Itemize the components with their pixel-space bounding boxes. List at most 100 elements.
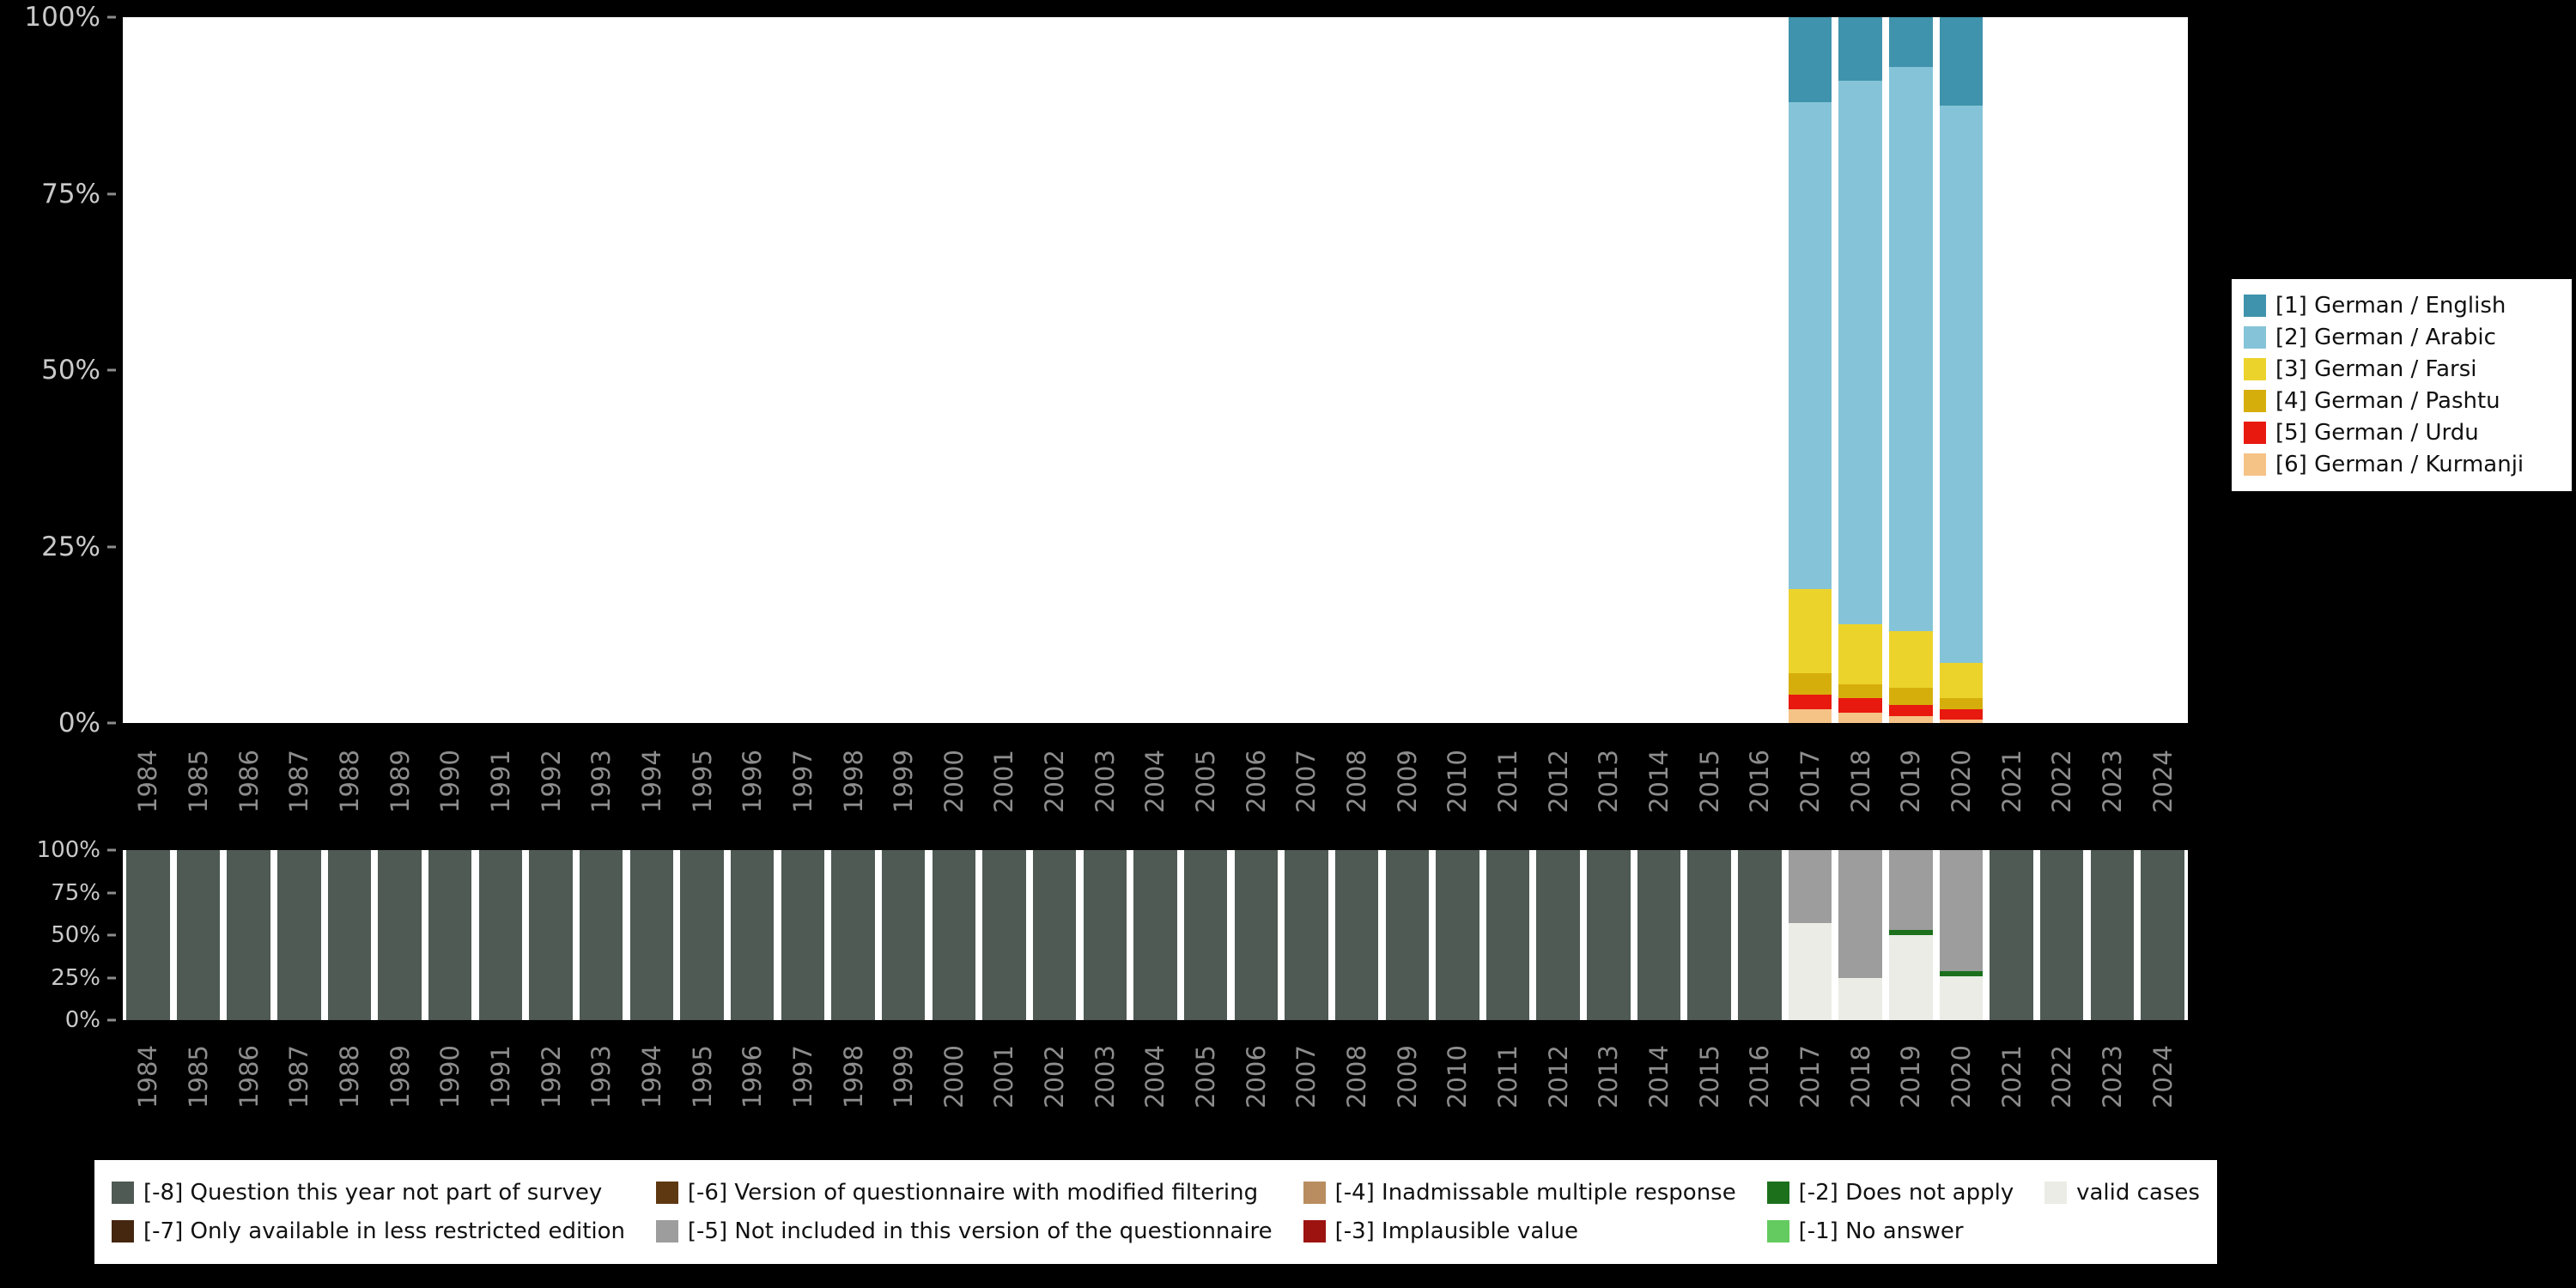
x-tick-label: 2010 <box>1443 1045 1473 1109</box>
bar-segment <box>1587 850 1631 1020</box>
x-tick-label: 1992 <box>536 1045 566 1109</box>
legend-column: [-6] Version of questionnaire with modif… <box>655 1174 1273 1250</box>
x-tick-label: 2007 <box>1291 1045 1321 1109</box>
year-slot-2001 <box>979 17 1030 723</box>
year-slot-1988 <box>325 17 375 723</box>
y-tick-mark <box>107 192 116 195</box>
legend-label: [-1] No answer <box>1798 1218 1964 1244</box>
bar-segment <box>1939 708 1984 720</box>
bar-segment <box>176 850 221 1020</box>
stacked-bar-2002 <box>1032 850 1077 1020</box>
legend-swatch <box>1766 1182 1789 1204</box>
stacked-bar-2015 <box>1687 17 1730 723</box>
y-tick-label: 50% <box>41 355 100 386</box>
stacked-bar-1999 <box>882 17 925 723</box>
stacked-bar-2024 <box>2141 17 2184 723</box>
x-tick-2004: 2004 <box>1130 732 1181 831</box>
x-tick-2022: 2022 <box>2037 1027 2087 1127</box>
year-slot-2012 <box>1533 17 1583 723</box>
x-tick-label: 2012 <box>1543 750 1573 813</box>
bar-segment <box>1889 631 1933 688</box>
x-tick-1986: 1986 <box>223 1027 274 1127</box>
x-tick-label: 2017 <box>1795 750 1825 813</box>
stacked-bar-1993 <box>580 17 623 723</box>
stacked-bar-1988 <box>327 850 372 1020</box>
stacked-bar-1990 <box>428 17 471 723</box>
stacked-bar-1994 <box>630 17 673 723</box>
x-tick-1987: 1987 <box>274 732 325 831</box>
x-tick-label: 2000 <box>939 1045 969 1109</box>
x-tick-1993: 1993 <box>576 1027 627 1127</box>
year-slot-2016 <box>1735 850 1785 1020</box>
stacked-bar-2023 <box>2091 17 2134 723</box>
legend-entry: [4] German / Pashtu <box>2244 388 2560 414</box>
x-tick-label: 2016 <box>1745 1045 1775 1109</box>
bar-segment <box>680 850 724 1020</box>
x-tick-2015: 2015 <box>1684 732 1735 831</box>
x-tick-1989: 1989 <box>374 1027 425 1127</box>
y-tick-label: 25% <box>41 531 100 562</box>
x-tick-label: 2005 <box>1191 1045 1221 1109</box>
x-tick-2007: 2007 <box>1281 1027 1332 1127</box>
year-slot-1998 <box>828 850 878 1020</box>
stacked-bar-2004 <box>1133 850 1177 1020</box>
bar-segment <box>1183 850 1228 1020</box>
top-plot-area <box>123 17 2188 723</box>
x-tick-2021: 2021 <box>1986 732 2037 831</box>
bar-segment <box>982 850 1026 1020</box>
bar-segment <box>1788 850 1832 924</box>
x-tick-2003: 2003 <box>1079 732 1130 831</box>
stacked-bar-2013 <box>1587 850 1631 1020</box>
x-tick-label: 2014 <box>1644 1045 1674 1109</box>
year-slot-1993 <box>576 850 627 1020</box>
year-slot-2002 <box>1030 850 1080 1020</box>
year-slot-1985 <box>173 17 224 723</box>
bar-segment <box>2040 850 2084 1020</box>
x-tick-2005: 2005 <box>1181 1027 1231 1127</box>
x-tick-label: 1984 <box>133 1045 163 1109</box>
y-tick-label: 75% <box>41 178 100 210</box>
bar-segment <box>1788 695 1832 709</box>
legend-entry: [-3] Implausible value <box>1303 1212 1736 1250</box>
bar-segment <box>1838 977 1882 1020</box>
legend-label: [-6] Version of questionnaire with modif… <box>687 1180 1259 1206</box>
y-tick-label: 75% <box>51 879 100 906</box>
x-tick-label: 1989 <box>385 750 415 813</box>
year-slot-1995 <box>677 850 727 1020</box>
year-slot-2006 <box>1230 17 1281 723</box>
stacked-bar-1993 <box>580 850 623 1020</box>
legend-entry: [-4] Inadmissable multiple response <box>1303 1174 1736 1212</box>
year-slot-1999 <box>878 17 929 723</box>
stacked-bar-2011 <box>1486 17 1529 723</box>
x-tick-label: 1986 <box>234 750 264 813</box>
legend-label: [-5] Not included in this version of the… <box>687 1218 1273 1244</box>
x-tick-1985: 1985 <box>173 732 224 831</box>
stacked-bar-1988 <box>328 17 371 723</box>
stacked-bar-1997 <box>781 17 824 723</box>
stacked-bar-2001 <box>982 17 1025 723</box>
x-tick-2008: 2008 <box>1332 1027 1382 1127</box>
bar-segment <box>730 850 775 1020</box>
year-slot-1984 <box>123 17 173 723</box>
stacked-bar-1991 <box>478 850 523 1020</box>
bar-segment <box>629 850 674 1020</box>
y-tick-mark <box>107 933 116 937</box>
x-tick-label: 2006 <box>1241 1045 1271 1109</box>
stacked-bar-2008 <box>1334 850 1379 1020</box>
legend-label: [-8] Question this year not part of surv… <box>143 1180 603 1206</box>
x-tick-1988: 1988 <box>325 732 375 831</box>
x-tick-label: 1995 <box>687 750 717 813</box>
year-slot-2014 <box>1634 17 1685 723</box>
x-tick-1984: 1984 <box>123 1027 173 1127</box>
stacked-bar-1996 <box>731 17 774 723</box>
bar-segment <box>277 850 321 1020</box>
x-tick-label: 2019 <box>1896 750 1926 813</box>
x-tick-2017: 2017 <box>1785 732 1836 831</box>
x-tick-2013: 2013 <box>1583 732 1634 831</box>
year-slot-2007 <box>1281 17 1332 723</box>
x-tick-1986: 1986 <box>223 732 274 831</box>
stacked-bar-2016 <box>1738 17 1781 723</box>
language-legend: [1] German / English [2] German / Arabic [… <box>2231 278 2573 492</box>
bar-segment <box>580 850 623 1020</box>
